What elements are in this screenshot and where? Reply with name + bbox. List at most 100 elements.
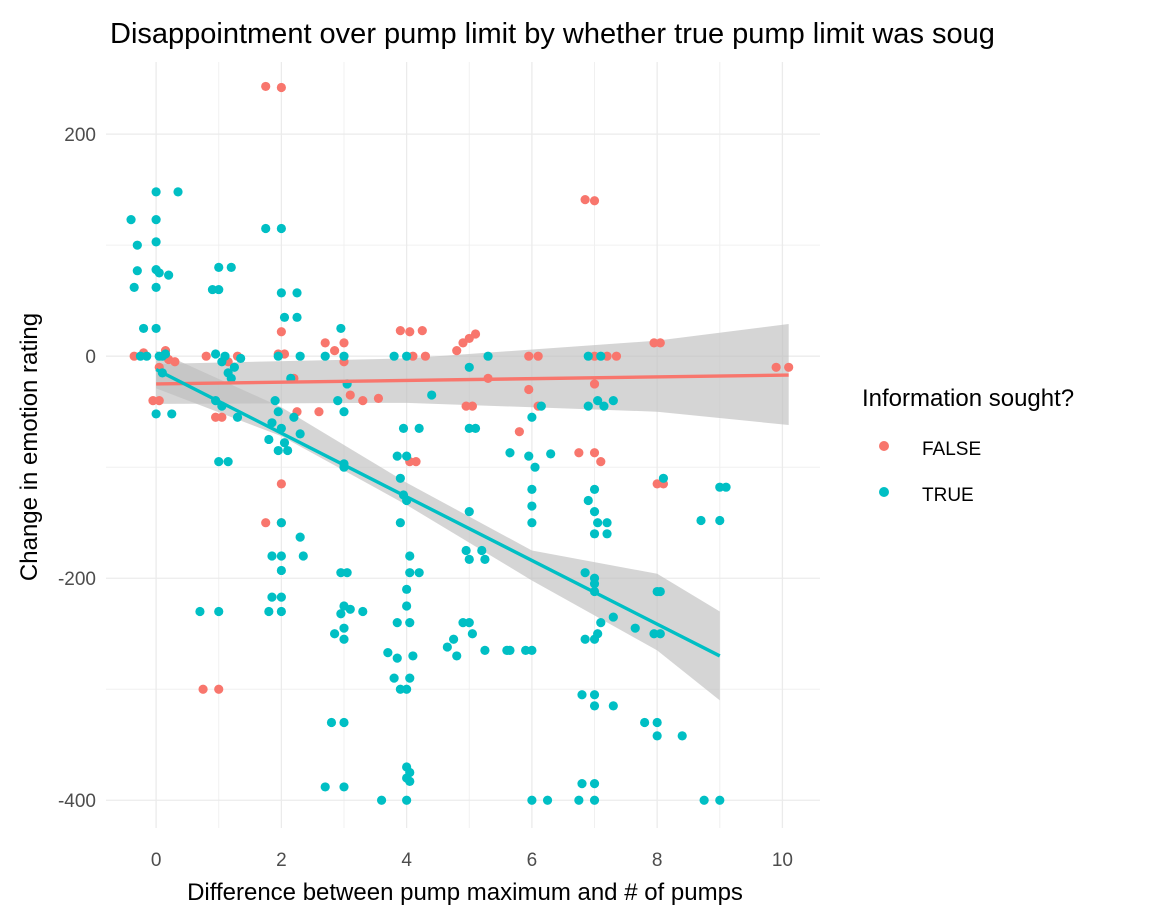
- data-point-true: [339, 623, 349, 633]
- data-point-true: [536, 401, 546, 411]
- data-point-false: [345, 390, 355, 400]
- data-point-true: [267, 592, 277, 602]
- data-point-false: [771, 362, 781, 372]
- data-point-true: [229, 362, 239, 372]
- data-point-true: [527, 645, 537, 655]
- data-point-true: [214, 457, 224, 467]
- data-point-true: [608, 395, 618, 406]
- data-point-false: [580, 195, 590, 205]
- data-point-true: [442, 642, 452, 652]
- data-point-true: [276, 565, 286, 576]
- data-point-true: [276, 592, 286, 602]
- data-point-true: [524, 451, 534, 461]
- data-point-true: [214, 262, 224, 272]
- data-point-true: [427, 390, 437, 400]
- data-point-true: [292, 288, 302, 298]
- data-point-true: [226, 262, 236, 272]
- legend-label-true: TRUE: [922, 485, 974, 506]
- data-point-true: [577, 778, 587, 789]
- fit-lines: [155, 367, 789, 658]
- data-point-true: [160, 349, 171, 359]
- data-point-false: [467, 401, 477, 411]
- legend: Information sought? FALSE TRUE: [862, 385, 1074, 506]
- data-point-true: [295, 532, 305, 542]
- data-point-true: [696, 515, 706, 526]
- data-point-true: [392, 451, 402, 461]
- x-tick-label: 6: [527, 850, 538, 871]
- data-point-true: [721, 482, 731, 492]
- legend-title: Information sought?: [862, 385, 1074, 412]
- data-point-true: [273, 445, 283, 456]
- data-point-true: [402, 584, 412, 594]
- data-point-false: [452, 346, 462, 356]
- y-tick-label: -400: [58, 791, 96, 812]
- data-point-true: [608, 612, 618, 622]
- data-point-false: [589, 196, 600, 206]
- data-point-true: [402, 351, 412, 361]
- x-tick-label: 8: [652, 850, 663, 871]
- data-point-true: [398, 423, 409, 433]
- data-point-true: [339, 634, 349, 644]
- y-axis-title: Change in emotion rating: [16, 313, 43, 581]
- data-point-false: [611, 351, 622, 361]
- data-point-true: [467, 629, 477, 639]
- data-point-false: [417, 326, 427, 336]
- data-point-true: [580, 634, 590, 644]
- data-point-true: [596, 351, 606, 361]
- data-point-true: [283, 445, 293, 456]
- data-point-false: [261, 518, 271, 528]
- data-point-true: [470, 423, 481, 433]
- data-point-true: [151, 409, 161, 419]
- data-point-true: [630, 623, 640, 633]
- data-point-true: [345, 604, 355, 614]
- data-point-false: [373, 393, 384, 403]
- data-point-true: [402, 451, 412, 461]
- data-point-false: [320, 338, 330, 348]
- data-point-true: [151, 187, 161, 197]
- data-point-true: [195, 606, 205, 617]
- data-point-true: [658, 473, 669, 483]
- data-points: [126, 81, 794, 805]
- chart-title: Disappointment over pump limit by whethe…: [110, 18, 995, 50]
- data-point-true: [577, 690, 587, 700]
- data-point-true: [132, 266, 142, 276]
- data-point-true: [267, 551, 277, 561]
- data-point-true: [405, 673, 415, 683]
- data-point-true: [333, 395, 343, 406]
- data-point-true: [135, 351, 146, 361]
- data-point-true: [414, 568, 424, 578]
- data-point-true: [480, 645, 490, 655]
- data-point-true: [320, 782, 330, 792]
- data-point-true: [395, 518, 405, 528]
- data-point-true: [405, 618, 415, 628]
- data-point-true: [599, 401, 609, 411]
- data-point-true: [273, 407, 283, 417]
- data-point-true: [464, 362, 474, 372]
- data-point-true: [292, 312, 302, 322]
- data-point-true: [339, 407, 349, 417]
- data-point-true: [405, 568, 415, 578]
- data-point-true: [154, 268, 164, 278]
- data-point-true: [298, 551, 308, 561]
- data-point-true: [151, 323, 161, 334]
- data-point-true: [132, 240, 142, 250]
- data-point-true: [589, 795, 600, 805]
- confidence-ribbon-false: [156, 323, 789, 426]
- data-point-true: [295, 351, 305, 361]
- data-point-true: [589, 701, 600, 711]
- data-point-true: [151, 282, 161, 292]
- legend-label-false: FALSE: [922, 439, 981, 460]
- data-point-false: [395, 326, 405, 336]
- y-tick-label: 0: [85, 347, 96, 368]
- data-point-false: [784, 362, 794, 372]
- data-point-true: [542, 795, 553, 805]
- data-point-true: [652, 731, 662, 741]
- data-point-true: [270, 395, 280, 406]
- data-point-true: [226, 373, 236, 383]
- data-point-false: [201, 351, 211, 361]
- data-point-true: [602, 529, 612, 539]
- data-point-true: [480, 554, 490, 564]
- data-point-true: [279, 312, 290, 322]
- data-point-true: [326, 717, 337, 728]
- data-point-true: [330, 629, 340, 639]
